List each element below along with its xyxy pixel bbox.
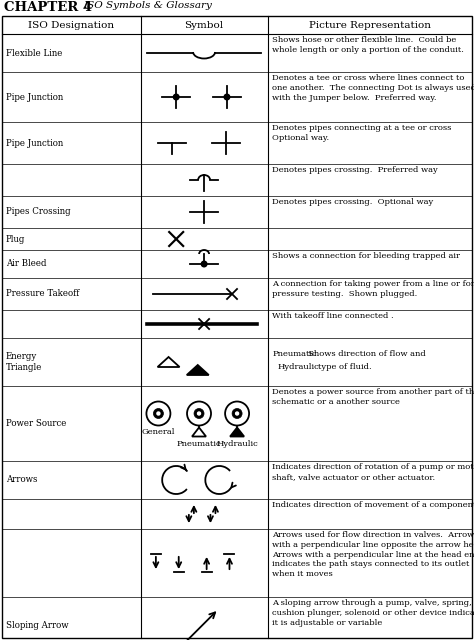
- Text: Pneumatic: Pneumatic: [273, 350, 317, 358]
- Polygon shape: [187, 365, 209, 375]
- Text: A connection for taking power from a line or for
pressure testing.  Shown plugge: A connection for taking power from a lin…: [272, 280, 474, 298]
- Text: Indicates direction of movement of a component.: Indicates direction of movement of a com…: [272, 501, 474, 509]
- Text: Pipes Crossing: Pipes Crossing: [6, 207, 71, 216]
- Circle shape: [236, 412, 238, 415]
- Circle shape: [157, 412, 160, 415]
- Text: Denotes pipes connecting at a tee or cross
Optional way.: Denotes pipes connecting at a tee or cro…: [272, 124, 451, 142]
- Text: Symbol: Symbol: [184, 20, 224, 29]
- Text: A sloping arrow through a pump, valve, spring,
cushion plunger, solenoid or othe: A sloping arrow through a pump, valve, s…: [272, 599, 474, 627]
- Text: Pipe Junction: Pipe Junction: [6, 138, 63, 147]
- Text: Hydraulic: Hydraulic: [216, 440, 258, 447]
- Circle shape: [173, 94, 179, 100]
- Text: Energy
Triangle: Energy Triangle: [6, 352, 42, 372]
- Circle shape: [224, 94, 230, 100]
- Circle shape: [154, 408, 164, 419]
- Circle shape: [232, 408, 242, 419]
- Text: Denotes pipes crossing.  Optional way: Denotes pipes crossing. Optional way: [272, 198, 433, 206]
- Text: Air Bleed: Air Bleed: [6, 259, 46, 269]
- Text: Denotes a tee or cross where lines connect to
one another.  The connecting Dot i: Denotes a tee or cross where lines conne…: [272, 74, 474, 102]
- Text: ISO Designation: ISO Designation: [28, 20, 114, 29]
- Circle shape: [198, 412, 201, 415]
- Text: Pneumatic: Pneumatic: [177, 440, 221, 447]
- Circle shape: [194, 408, 204, 419]
- Text: Plug: Plug: [6, 234, 26, 243]
- Text: ISO Symbols & Glossary: ISO Symbols & Glossary: [83, 1, 212, 10]
- Text: Pipe Junction: Pipe Junction: [6, 93, 63, 102]
- Text: Sloping Arrow: Sloping Arrow: [6, 621, 69, 630]
- Circle shape: [201, 261, 207, 267]
- Text: Denotes a power source from another part of the
schematic or a another source: Denotes a power source from another part…: [272, 388, 474, 406]
- Text: Denotes pipes crossing.  Preferred way: Denotes pipes crossing. Preferred way: [272, 166, 438, 174]
- Text: General: General: [142, 428, 175, 435]
- Text: CHAPTER 4: CHAPTER 4: [4, 1, 92, 14]
- Text: Arrows used for flow direction in valves.  Arrows
with a perpendicular line oppo: Arrows used for flow direction in valves…: [272, 531, 474, 578]
- Text: Power Source: Power Source: [6, 419, 66, 428]
- Text: With takeoff line connected .: With takeoff line connected .: [272, 312, 393, 320]
- Text: Shows hose or other flexible line.  Could be
whole length or only a portion of t: Shows hose or other flexible line. Could…: [272, 36, 464, 54]
- Text: Picture Representation: Picture Representation: [309, 20, 431, 29]
- Text: Shows a connection for bleeding trapped air: Shows a connection for bleeding trapped …: [272, 252, 460, 260]
- Text: type of fluid.: type of fluid.: [318, 363, 371, 371]
- Text: Arrows: Arrows: [6, 476, 37, 484]
- Polygon shape: [230, 428, 244, 436]
- Text: Pressure Takeoff: Pressure Takeoff: [6, 289, 79, 298]
- Text: Shows direction of flow and: Shows direction of flow and: [308, 350, 425, 358]
- Text: Hydraulic: Hydraulic: [278, 363, 319, 371]
- Text: Flexible Line: Flexible Line: [6, 49, 63, 58]
- Text: Indicates direction of rotation of a pump or motor
shaft, valve actuator or othe: Indicates direction of rotation of a pum…: [272, 463, 474, 481]
